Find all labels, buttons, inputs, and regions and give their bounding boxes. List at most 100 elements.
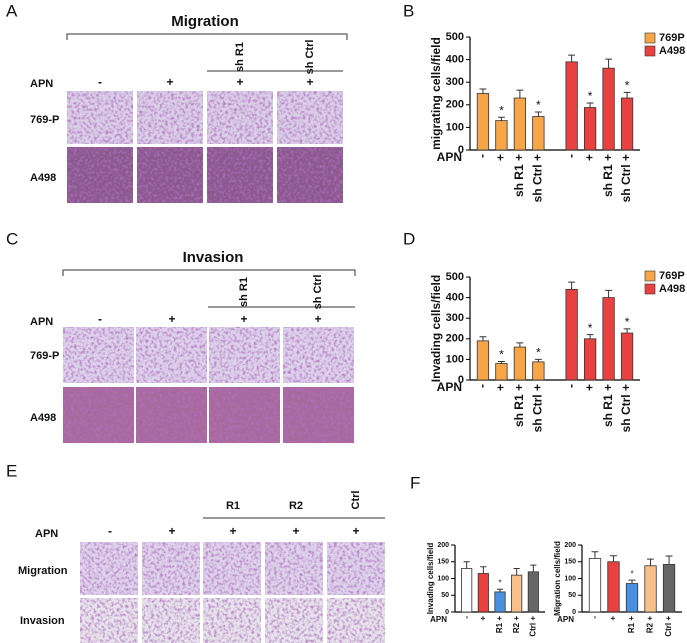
condition: -	[98, 75, 102, 89]
x-tick-label: R1 +	[495, 616, 504, 633]
knockdown-label: R1	[226, 500, 240, 512]
micrograph-texture	[265, 542, 323, 595]
bar	[583, 107, 597, 151]
condition: +	[229, 524, 236, 538]
y-axis-label: Invading cells/field	[429, 275, 443, 382]
x-tick-label: R2 +	[646, 616, 655, 633]
bar	[513, 346, 527, 381]
micrograph-texture	[80, 542, 138, 595]
y-tick-label: 500	[446, 271, 464, 283]
micrograph-texture	[283, 327, 354, 383]
treatment-label: APN	[35, 528, 58, 540]
micrograph-texture	[136, 327, 207, 383]
x-tick-label: -	[475, 384, 489, 388]
bar	[607, 561, 620, 613]
x-tick-label: -	[590, 616, 599, 619]
bar	[602, 67, 615, 151]
significance: *	[625, 315, 630, 329]
row-label: 769-P	[30, 350, 59, 362]
error-bar	[497, 360, 505, 364]
row-label: 769-P	[30, 114, 59, 126]
y-tick-label: 500	[446, 31, 464, 43]
bar	[565, 288, 578, 381]
panel-letter: F	[410, 473, 420, 492]
condition: +	[314, 312, 321, 326]
micrograph-texture	[327, 598, 385, 643]
x-tick-label: -	[564, 384, 578, 388]
error-bar	[568, 54, 576, 62]
micrograph-texture	[207, 91, 273, 144]
knockdown-label: sh R1	[234, 42, 246, 72]
significance: *	[499, 348, 504, 362]
y-tick-label: 0	[572, 609, 576, 616]
x-tick-label: +	[494, 384, 508, 391]
y-tick-label: 150	[564, 559, 576, 566]
knockdown-label: sh Ctrl	[312, 275, 324, 310]
legend-swatch	[644, 32, 656, 44]
y-tick-label: 50	[568, 592, 576, 599]
micrograph-texture	[277, 147, 343, 203]
micrograph-texture	[283, 387, 354, 443]
micrograph-texture	[63, 327, 134, 383]
legend-swatch	[644, 270, 656, 282]
row-label: Migration	[18, 565, 68, 577]
y-axis-label: Invading cells/field	[426, 543, 435, 615]
significance: *	[536, 98, 541, 112]
y-tick-label: 0	[458, 374, 464, 386]
panel-title: Migration	[171, 13, 239, 30]
micrograph-texture	[63, 387, 134, 443]
x-tick-label: sh R1 +	[601, 384, 615, 427]
y-tick-label: 200	[564, 542, 576, 549]
x-tick-label: sh R1 +	[512, 154, 526, 197]
error-bar	[480, 566, 487, 574]
micrograph-texture	[137, 91, 203, 144]
micrograph-texture	[203, 598, 261, 643]
knockdown-label: sh R1	[238, 277, 250, 307]
bar	[461, 568, 473, 613]
error-bar	[479, 88, 487, 94]
micrograph-texture	[327, 542, 385, 595]
condition: +	[168, 312, 175, 326]
x-axis-label: APN	[557, 615, 574, 624]
y-tick-label: 150	[437, 559, 449, 566]
x-axis-label: APN	[430, 615, 447, 624]
significance: *	[536, 346, 541, 360]
y-tick-label: 200	[446, 333, 464, 345]
bar	[532, 361, 545, 381]
micrograph-texture	[203, 542, 261, 595]
error-bar	[605, 58, 613, 69]
bar	[583, 338, 597, 381]
error-bar	[647, 558, 654, 566]
micrograph-texture	[80, 598, 138, 643]
error-bar	[605, 289, 613, 298]
legend-label: 769P	[659, 270, 685, 282]
x-tick-label: Ctrl +	[664, 616, 673, 637]
error-bar	[665, 555, 673, 565]
y-axis-label: Migration cells/field	[553, 541, 562, 616]
panel-letter: D	[403, 229, 415, 248]
panel-letter: A	[6, 1, 18, 20]
x-tick-label: sh Ctrl +	[619, 384, 633, 432]
x-tick-label: -	[564, 154, 578, 158]
significance: *	[625, 79, 630, 93]
bar	[644, 565, 657, 613]
error-bar	[516, 89, 524, 99]
y-tick-label: 300	[446, 76, 464, 88]
error-bar	[568, 281, 576, 290]
x-tick-label: R2 +	[512, 616, 521, 633]
y-tick-label: 400	[446, 54, 464, 66]
micrograph-texture	[277, 91, 343, 144]
error-bar	[610, 555, 617, 562]
knockdown-label: R2	[289, 500, 303, 512]
error-bar	[586, 334, 594, 339]
bar	[588, 558, 602, 613]
error-bar	[497, 116, 505, 121]
y-tick-label: 100	[564, 575, 576, 582]
micrograph-texture	[67, 91, 133, 144]
condition: -	[108, 524, 112, 538]
x-tick-label: +	[494, 154, 508, 161]
treatment-label: APN	[30, 316, 53, 328]
micrograph-texture	[137, 147, 203, 203]
error-bar	[516, 342, 524, 348]
